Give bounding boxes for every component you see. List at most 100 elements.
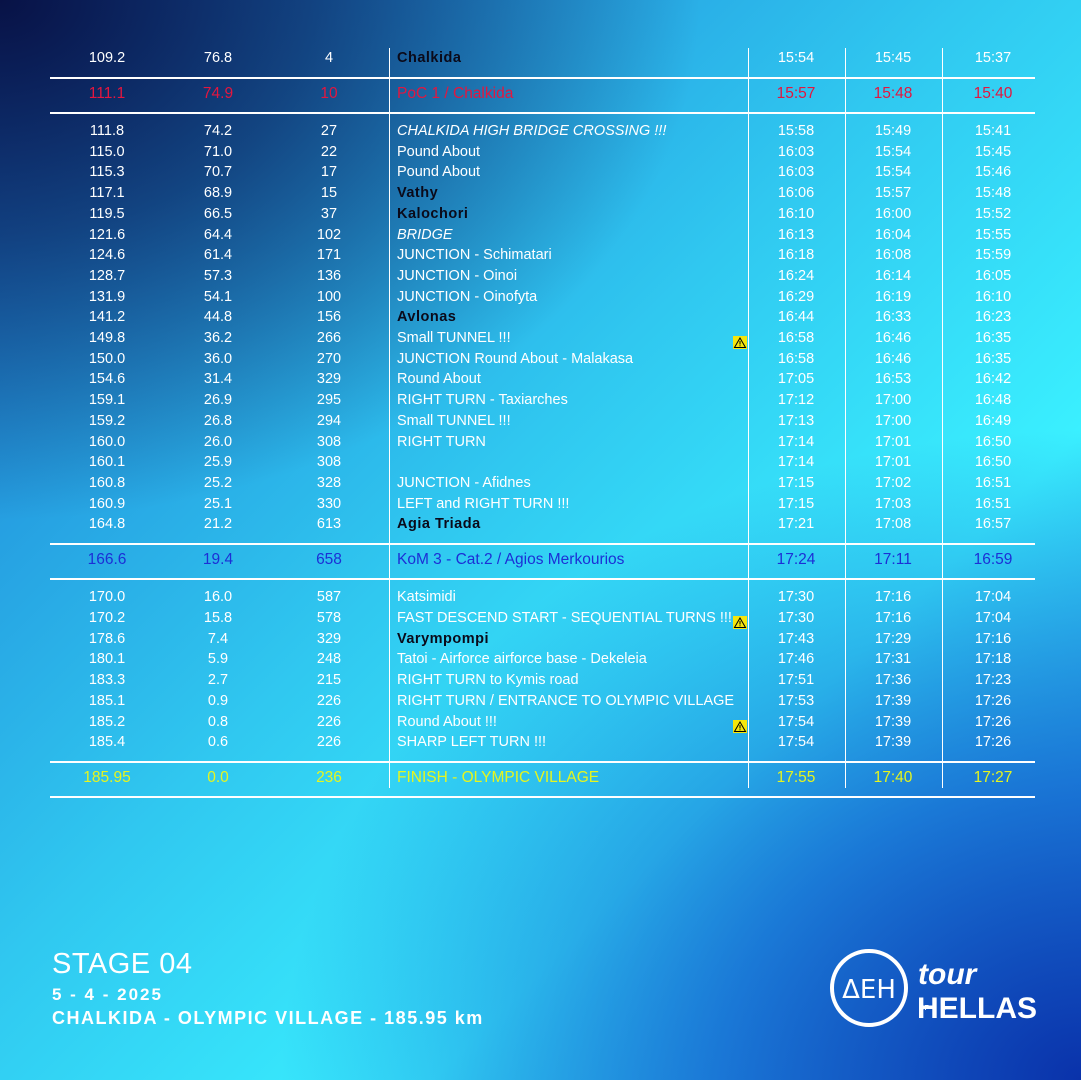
time-mid: 17:39 xyxy=(874,713,912,730)
km-done: 159.1 xyxy=(88,392,126,409)
time-mid: 17:08 xyxy=(874,516,912,533)
altitude: 226 xyxy=(316,734,342,751)
altitude: 37 xyxy=(320,205,338,222)
time-fast: 16:06 xyxy=(777,185,815,202)
km-done: 111.8 xyxy=(89,123,125,139)
altitude: 215 xyxy=(316,672,342,689)
row-divider xyxy=(50,543,1035,545)
time-fast: 17:12 xyxy=(777,392,815,409)
km-remaining: 26.8 xyxy=(203,412,233,429)
column-divider xyxy=(942,48,943,788)
place: PoC 1 / Chalkida xyxy=(397,85,514,102)
time-mid: 17:00 xyxy=(874,392,912,409)
km-done: 115.3 xyxy=(89,164,125,181)
time-fast: 17:55 xyxy=(776,769,816,787)
time-fast: 17:14 xyxy=(777,433,815,450)
place: RIGHT TURN / ENTRANCE TO OLYMPIC VILLAGE xyxy=(397,692,735,709)
time-slow: 15:52 xyxy=(974,205,1012,222)
time-slow: 16:50 xyxy=(974,433,1012,450)
km-done: 160.9 xyxy=(88,495,126,512)
place: RIGHT TURN to Kymis road xyxy=(397,672,579,689)
time-fast: 15:58 xyxy=(777,123,815,139)
time-fast: 16:58 xyxy=(777,330,815,346)
time-slow: 17:23 xyxy=(974,672,1012,689)
time-fast: 16:29 xyxy=(777,288,815,305)
time-fast: 17:43 xyxy=(777,630,815,647)
place: JUNCTION - Oinofyta xyxy=(397,288,538,305)
time-fast: 17:24 xyxy=(776,551,816,569)
time-fast: 16:03 xyxy=(777,143,815,160)
time-slow: 15:48 xyxy=(974,185,1012,202)
altitude: 248 xyxy=(316,651,342,668)
tour-name: HELLAS xyxy=(917,992,1037,1025)
altitude: 17 xyxy=(320,164,338,181)
km-done: 124.6 xyxy=(88,247,126,264)
time-mid: 15:57 xyxy=(874,185,912,202)
place: Round About xyxy=(397,371,481,388)
time-mid: 17:29 xyxy=(874,630,912,647)
km-done: 160.0 xyxy=(88,433,126,450)
place: Avlonas xyxy=(397,309,457,326)
time-slow: 15:40 xyxy=(973,85,1013,102)
sponsor-logo: ΔEH xyxy=(842,975,896,1005)
place: Round About !!! xyxy=(397,713,497,730)
time-slow: 17:26 xyxy=(974,692,1012,709)
time-slow: 16:49 xyxy=(974,412,1012,429)
place: JUNCTION - Oinoi xyxy=(397,267,518,284)
place: JUNCTION - Afidnes xyxy=(397,474,531,491)
altitude: 156 xyxy=(316,309,342,326)
km-remaining: 44.8 xyxy=(203,309,233,326)
km-remaining: 57.3 xyxy=(203,267,233,284)
time-mid: 17:03 xyxy=(874,495,912,512)
time-slow: 15:55 xyxy=(974,226,1012,243)
place: Tatoi - Airforce airforce base - Dekelei… xyxy=(397,651,647,668)
time-fast: 17:14 xyxy=(777,454,815,471)
km-remaining: 74.2 xyxy=(203,123,233,139)
km-remaining: 2.7 xyxy=(207,672,229,689)
row-divider xyxy=(50,77,1035,79)
time-fast: 17:54 xyxy=(777,734,815,751)
tour-of: OF xyxy=(919,1005,929,1012)
km-remaining: 54.1 xyxy=(203,288,233,305)
km-done: 180.1 xyxy=(88,651,126,668)
time-slow: 16:23 xyxy=(974,309,1012,326)
altitude: 136 xyxy=(316,267,342,284)
km-remaining: 26.9 xyxy=(203,392,233,409)
time-fast: 16:18 xyxy=(777,247,815,264)
place: SHARP LEFT TURN !!! xyxy=(397,734,547,751)
time-mid: 15:54 xyxy=(874,164,912,181)
km-remaining: 16.0 xyxy=(203,589,233,606)
km-remaining: 76.8 xyxy=(203,50,233,66)
place: CHALKIDA HIGH BRIDGE CROSSING !!! xyxy=(397,123,667,139)
time-fast: 17:21 xyxy=(777,516,815,533)
altitude: 587 xyxy=(316,589,342,606)
place: Chalkida xyxy=(397,50,462,66)
row-divider xyxy=(50,761,1035,763)
km-remaining: 5.9 xyxy=(207,651,229,668)
time-mid: 16:46 xyxy=(874,330,912,346)
altitude: 578 xyxy=(316,610,342,626)
sponsor-circle xyxy=(830,949,908,1027)
km-remaining: 74.9 xyxy=(202,85,234,102)
place: Pound About xyxy=(397,143,481,160)
km-done: 150.0 xyxy=(88,350,126,367)
time-mid: 17:40 xyxy=(873,769,913,787)
km-done: 185.1 xyxy=(88,692,126,709)
column-divider xyxy=(845,48,846,788)
stage-title: STAGE 04 xyxy=(52,948,193,980)
place: Small TUNNEL !!! xyxy=(397,330,511,346)
place: LEFT and RIGHT TURN !!! xyxy=(397,495,570,512)
km-done: 183.3 xyxy=(88,672,126,689)
km-done: 166.6 xyxy=(87,551,127,569)
km-done: 141.2 xyxy=(88,309,126,326)
altitude: 171 xyxy=(316,247,342,264)
time-fast: 15:57 xyxy=(776,85,816,102)
altitude: 308 xyxy=(316,433,342,450)
warning-icon xyxy=(733,616,747,629)
time-fast: 15:54 xyxy=(777,50,815,66)
place: FINISH - OLYMPIC VILLAGE xyxy=(397,769,600,787)
km-remaining: 25.2 xyxy=(203,474,233,491)
time-mid: 17:01 xyxy=(874,433,912,450)
place: Varympompi xyxy=(397,630,490,647)
